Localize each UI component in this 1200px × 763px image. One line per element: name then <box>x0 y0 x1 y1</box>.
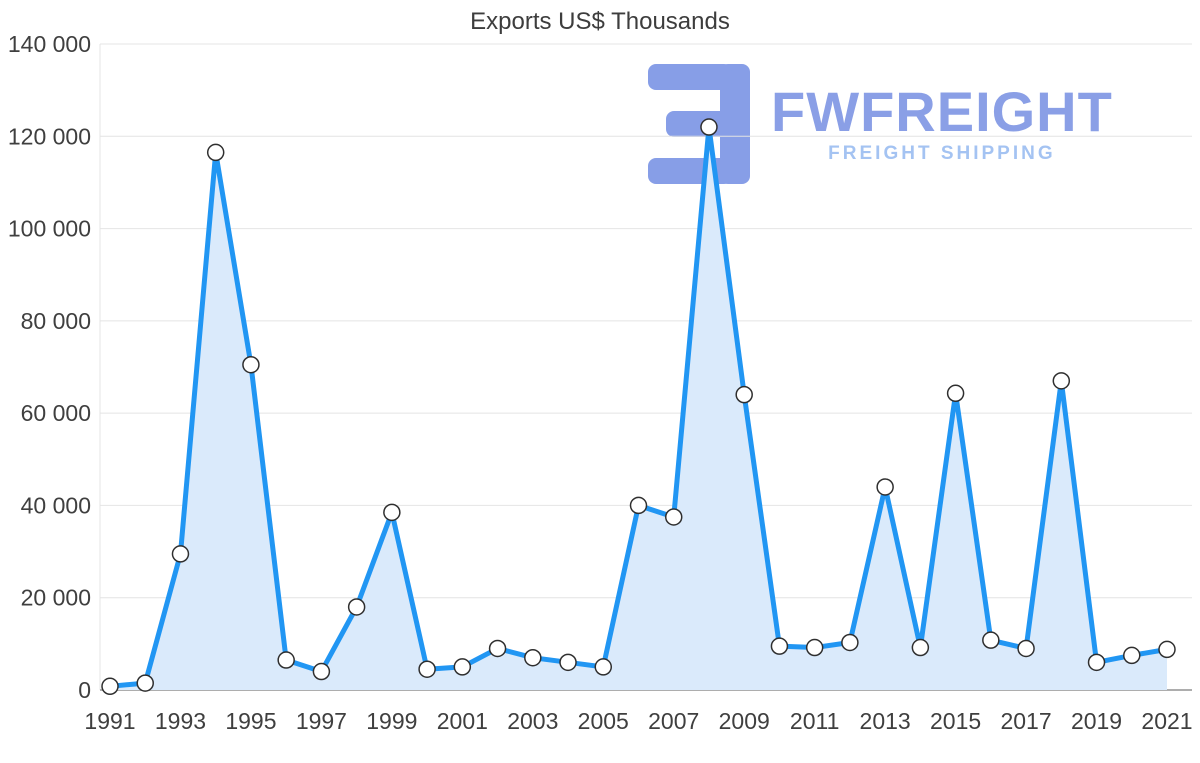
y-tick-label: 0 <box>78 677 91 703</box>
x-tick-label: 2009 <box>719 708 770 734</box>
chart-marker <box>488 639 507 658</box>
y-tick-label: 60 000 <box>21 400 91 426</box>
watermark-tagline: FREIGHT SHIPPING <box>828 143 1056 165</box>
chart-marker <box>1017 639 1035 658</box>
x-tick-label: 1999 <box>366 708 417 734</box>
chart-marker <box>206 143 225 162</box>
x-tick-label: 2005 <box>578 708 629 734</box>
chart-marker <box>242 355 260 374</box>
x-tick-label: 1997 <box>296 708 347 734</box>
chart-marker <box>524 648 542 667</box>
chart-marker <box>277 651 295 669</box>
chart-marker <box>594 658 613 676</box>
x-tick-label: 2001 <box>437 708 488 734</box>
chart-marker <box>559 653 577 672</box>
x-tick-label: 2017 <box>1000 708 1051 734</box>
y-tick-label: 40 000 <box>21 492 91 518</box>
watermark-brand: FWFREIGHT <box>771 79 1113 143</box>
chart-marker <box>1087 653 1106 672</box>
x-tick-label: 2015 <box>930 708 981 734</box>
x-tick-label: 2003 <box>507 708 558 734</box>
chart-marker <box>770 637 789 655</box>
x-tick-label: 1993 <box>155 708 206 734</box>
y-tick-label: 80 000 <box>21 308 91 334</box>
chart-marker <box>982 631 1000 649</box>
chart-marker <box>1052 372 1071 390</box>
chart-marker <box>171 545 190 563</box>
chart-marker <box>805 638 824 657</box>
y-tick-label: 140 000 <box>8 31 91 57</box>
chart-marker <box>101 677 119 696</box>
fwfreight-logo-icon <box>648 64 750 184</box>
chart-marker <box>664 508 683 526</box>
chart-marker <box>946 384 965 403</box>
chart-marker <box>735 385 753 404</box>
chart-marker <box>911 638 930 657</box>
x-tick-label: 2021 <box>1141 708 1192 734</box>
chart-marker <box>841 633 859 652</box>
chart-marker <box>312 662 331 681</box>
chart-marker <box>629 496 648 515</box>
y-tick-label: 20 000 <box>21 585 91 611</box>
x-tick-label: 1991 <box>84 708 135 734</box>
x-tick-label: 2013 <box>860 708 911 734</box>
x-tick-label: 2019 <box>1071 708 1122 734</box>
chart-title: Exports US$ Thousands <box>470 8 730 35</box>
watermark: FWFREIGHT FREIGHT SHIPPING <box>648 64 1113 184</box>
y-tick-label: 100 000 <box>8 216 91 242</box>
watermark-text: FWFREIGHT FREIGHT SHIPPING <box>771 79 1113 166</box>
x-tick-label: 1995 <box>225 708 276 734</box>
chart-marker <box>453 658 472 676</box>
chart-marker <box>347 598 366 616</box>
y-tick-label: 120 000 <box>8 123 91 149</box>
chart-marker <box>876 478 894 496</box>
chart-area-fill <box>110 127 1167 691</box>
chart-marker <box>418 660 436 678</box>
chart-marker <box>1158 640 1176 659</box>
x-tick-label: 2007 <box>648 708 699 734</box>
x-tick-label: 2011 <box>790 708 839 734</box>
chart-marker <box>383 503 401 522</box>
chart-marker <box>1123 646 1141 665</box>
chart-marker <box>136 674 154 692</box>
chart-marker <box>700 118 718 136</box>
